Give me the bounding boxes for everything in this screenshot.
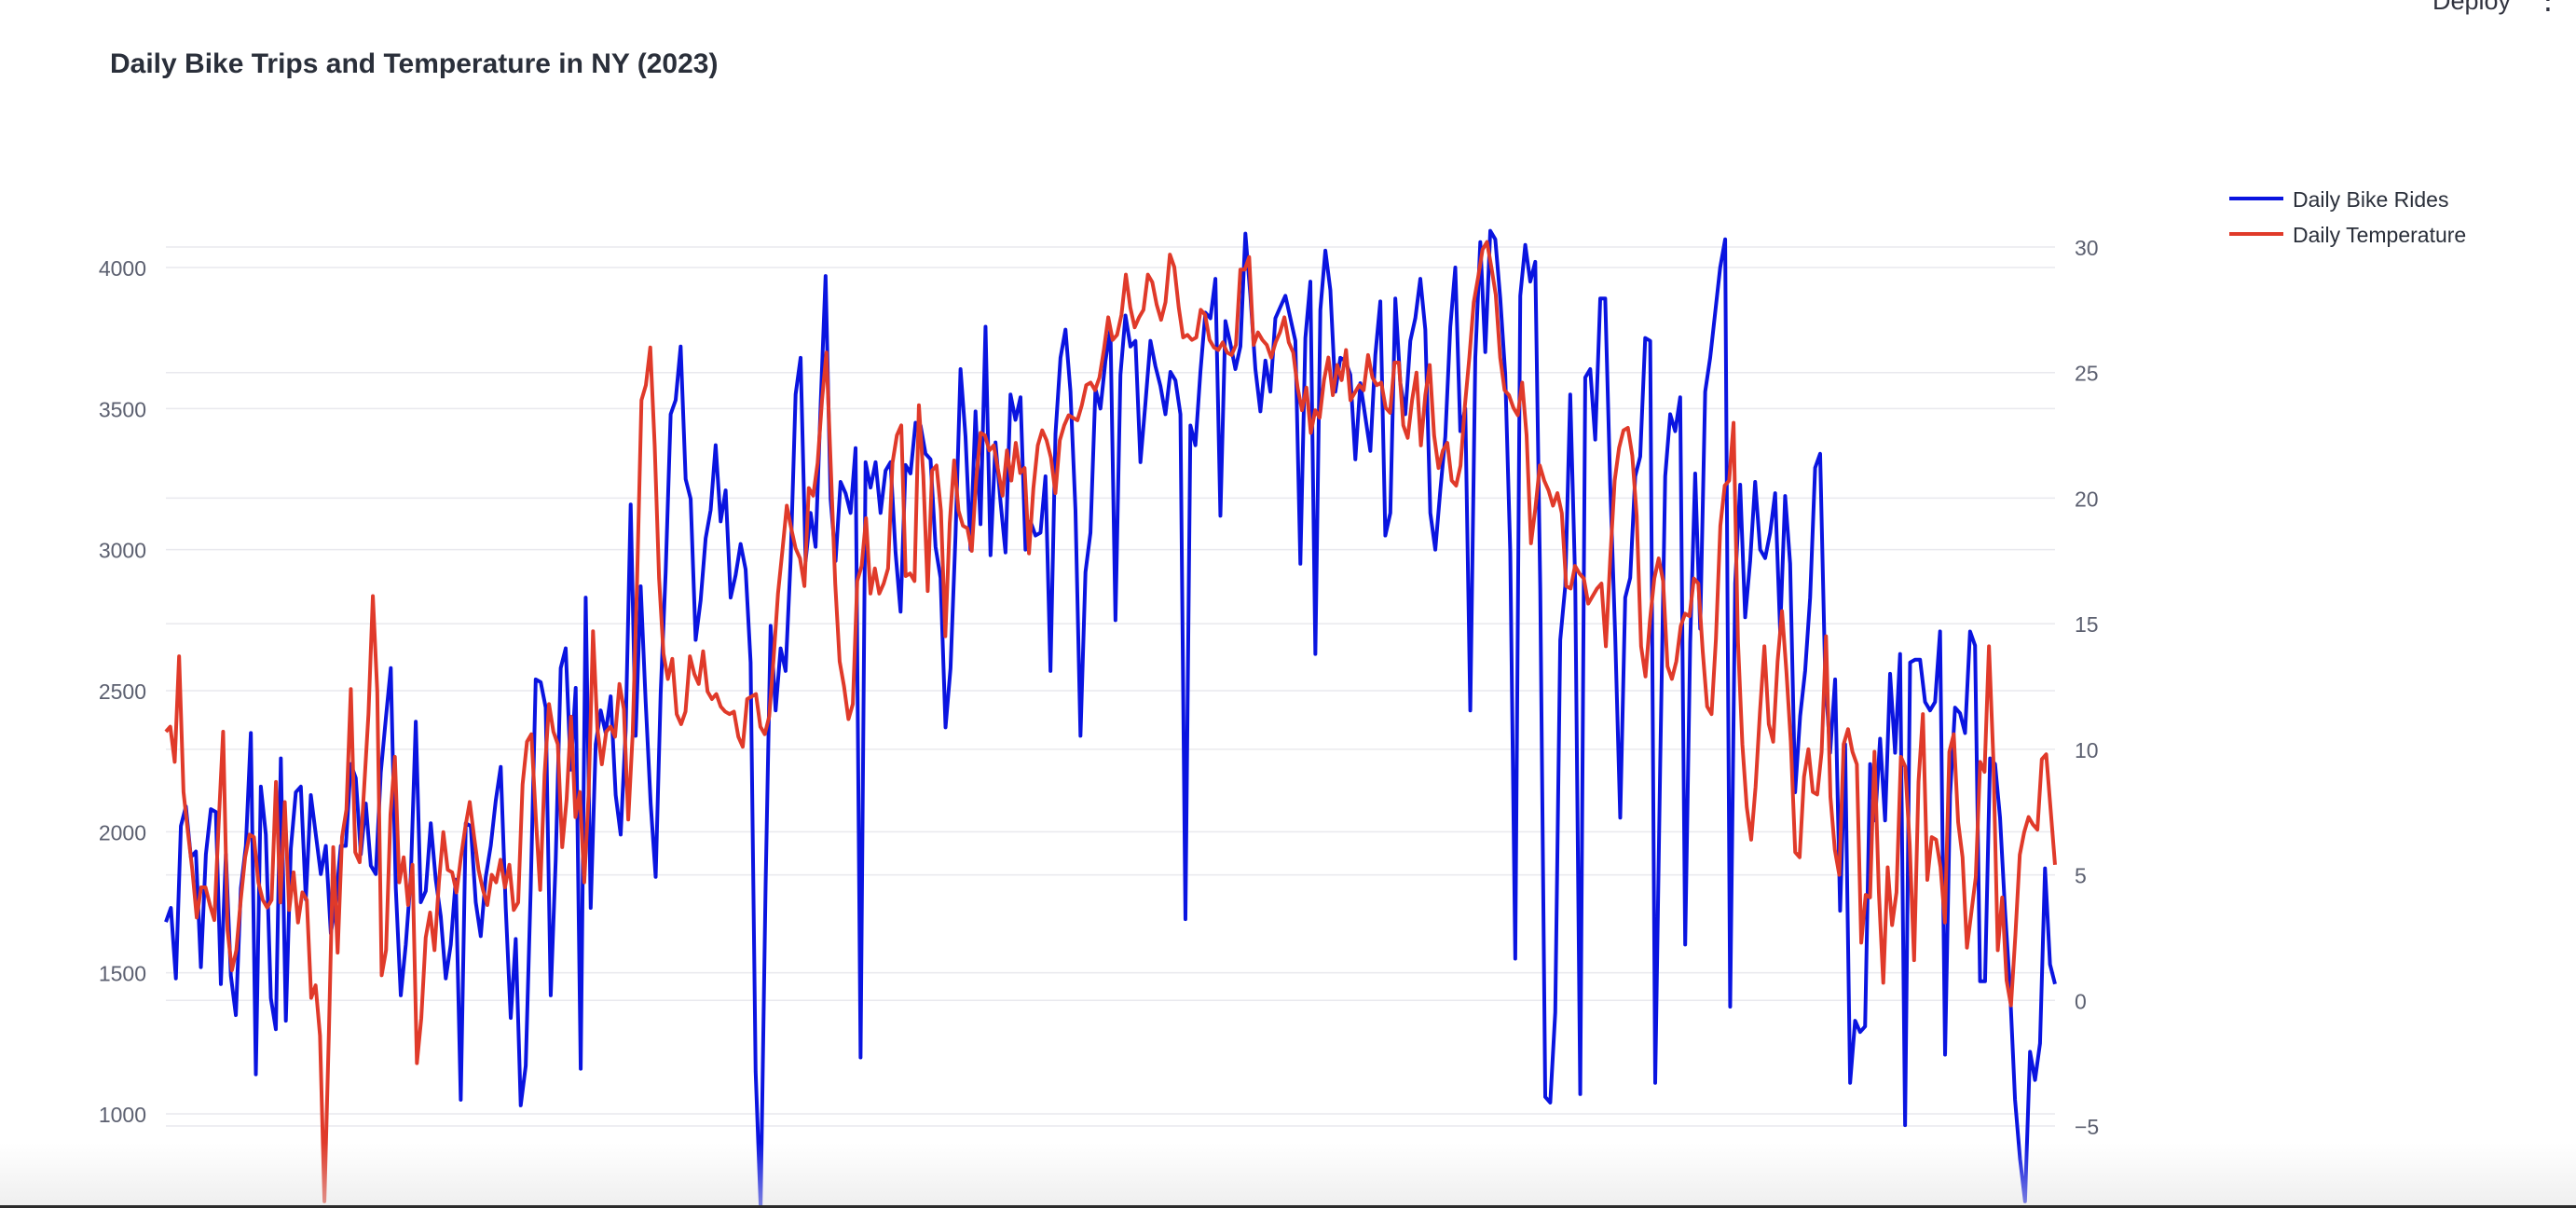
chart-title: Daily Bike Trips and Temperature in NY (… <box>110 48 719 79</box>
right-tick-label: 20 <box>2075 487 2099 511</box>
right-tick-label: 30 <box>2075 236 2099 260</box>
series-lines <box>164 228 2057 1205</box>
bottom-border <box>0 1205 2576 1208</box>
right-tick-label: 0 <box>2075 989 2087 1013</box>
left-tick-label: 1500 <box>99 962 146 986</box>
left-tick-label: 3500 <box>99 397 146 421</box>
right-tick-label: 25 <box>2075 362 2099 386</box>
right-axis-ticks: −5 0 5 10 15 20 25 30 <box>2075 236 2099 1139</box>
daily-bike-rides-line <box>164 228 2057 1205</box>
daily-temperature-line <box>164 240 2057 1203</box>
right-tick-label: −5 <box>2075 1115 2099 1139</box>
legend-label-temperature: Daily Temperature <box>2293 223 2466 247</box>
left-tick-label: 1000 <box>99 1103 146 1127</box>
more-vertical-icon[interactable]: ⋮ <box>2533 0 2563 13</box>
left-tick-label: 4000 <box>99 256 146 281</box>
deploy-button[interactable]: Deploy <box>2432 0 2511 16</box>
app-toolbar: Deploy ⋮ <box>2390 0 2576 22</box>
left-tick-label: 2500 <box>99 680 146 704</box>
right-tick-label: 10 <box>2075 738 2099 762</box>
left-axis-ticks: 1000 1500 2000 2500 3000 3500 4000 <box>99 256 146 1127</box>
right-tick-label: 15 <box>2075 612 2099 637</box>
left-tick-label: 3000 <box>99 539 146 563</box>
legend-label-rides: Daily Bike Rides <box>2293 187 2448 212</box>
right-tick-label: 5 <box>2075 864 2087 888</box>
legend: Daily Bike Rides Daily Temperature <box>2229 187 2466 247</box>
left-tick-label: 2000 <box>99 820 146 844</box>
